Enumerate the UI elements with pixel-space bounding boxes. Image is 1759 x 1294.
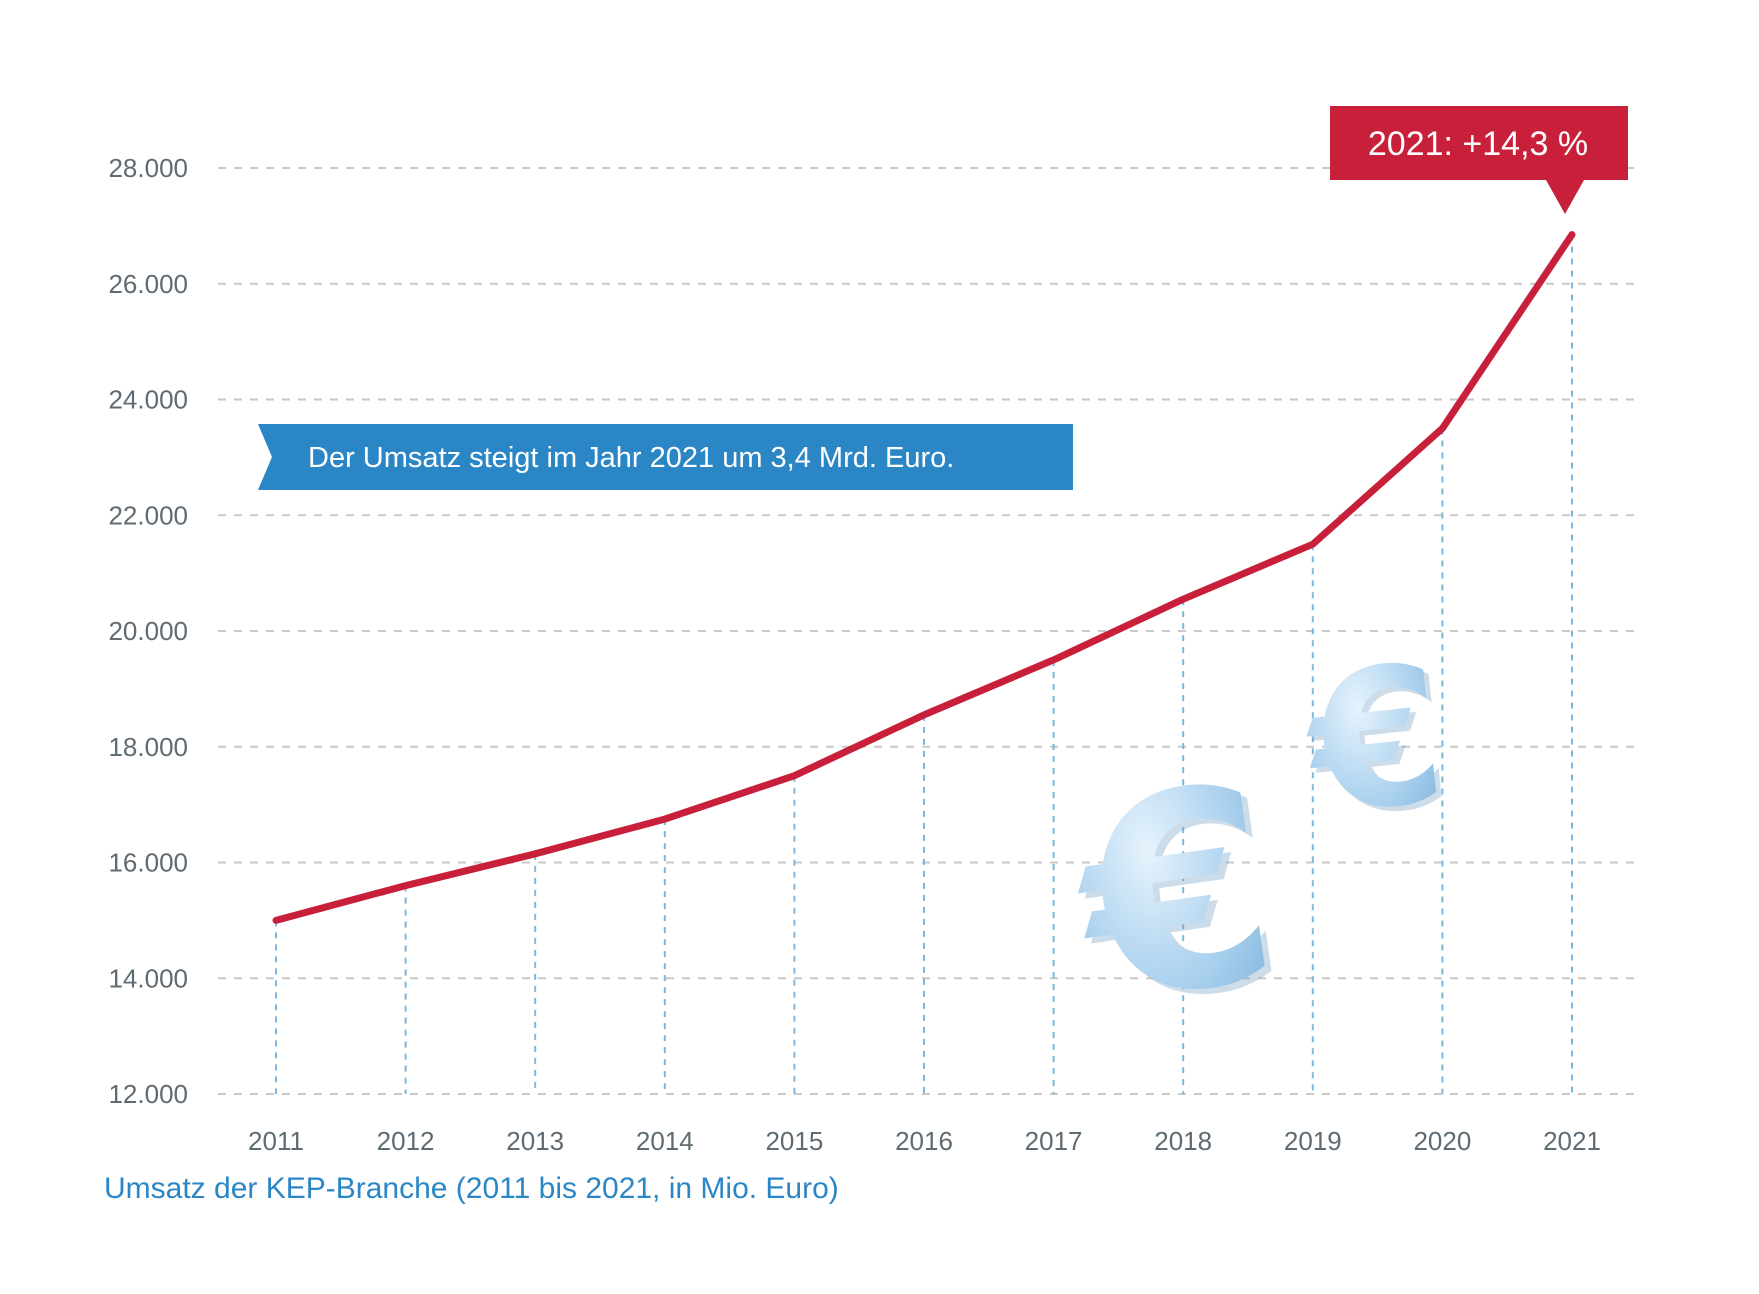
x-axis-ticks: 2011 2012 2013 2014 2015 2016 2017 2018 2019 2020… [248,1126,1601,1156]
y-axis-ticks: 12.000 14.000 16.000 18.000 20.000 22.000 24.0… [108,153,188,1109]
y-tick-label: 26.000 [108,269,188,299]
chart-caption: Umsatz der KEP-Branche (2011 bis 2021, i… [104,1172,839,1205]
callout-2021: 2021: +14,3 % [1330,106,1628,214]
x-tick-label: 2020 [1413,1126,1471,1156]
x-tick-label: 2016 [895,1126,953,1156]
y-tick-label: 20.000 [108,616,188,646]
x-tick-label: 2012 [377,1126,435,1156]
x-tick-label: 2017 [1025,1126,1083,1156]
grid-lines [218,167,1640,1095]
x-tick-label: 2011 [248,1126,304,1156]
y-tick-label: 16.000 [108,848,188,878]
y-tick-label: 18.000 [108,732,188,762]
series-line-umsatz [272,231,1576,924]
x-tick-label: 2018 [1154,1126,1212,1156]
banner-label: Der Umsatz steigt im Jahr 2021 um 3,4 Mr… [308,442,954,474]
drop-lines [275,234,1573,1094]
annotation-banner: Der Umsatz steigt im Jahr 2021 um 3,4 Mr… [258,424,1073,490]
y-tick-label: 28.000 [108,153,188,183]
callout-box [1330,106,1628,214]
banner-box [258,424,1073,490]
euro-icon-small: € [1301,628,1460,862]
x-tick-label: 2021 [1543,1126,1601,1156]
y-tick-label: 12.000 [108,1079,188,1109]
x-tick-label: 2015 [765,1126,823,1156]
euro-decoration: € € € € [1055,623,1460,1070]
y-tick-label: 14.000 [108,963,188,993]
euro-icon-small: € [1296,623,1455,857]
callout-label: 2021: +14,3 % [1368,125,1588,163]
y-tick-label: 22.000 [108,500,188,530]
x-tick-label: 2013 [506,1126,564,1156]
x-tick-label: 2019 [1284,1126,1342,1156]
x-tick-label: 2014 [636,1126,694,1156]
y-tick-label: 24.000 [108,385,188,415]
